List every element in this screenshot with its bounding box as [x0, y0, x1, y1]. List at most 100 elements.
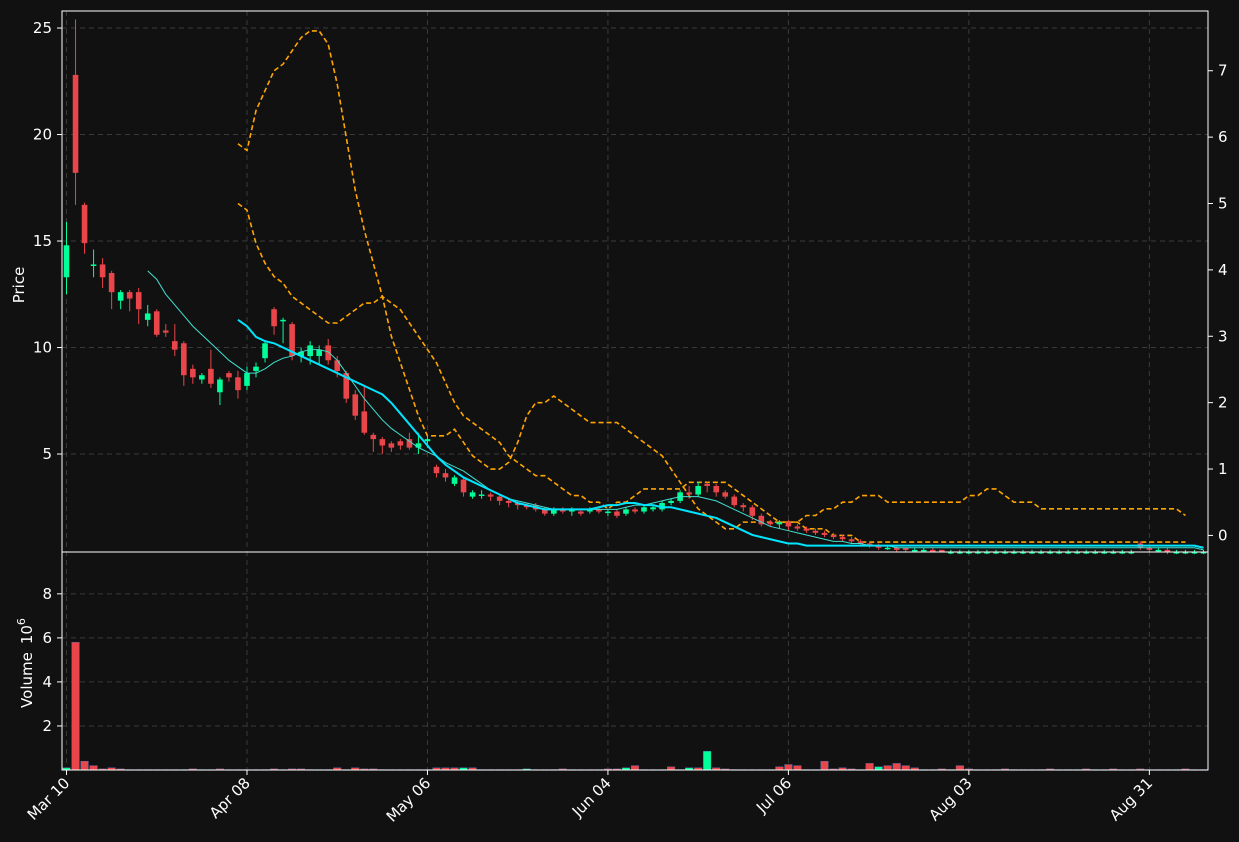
right-tick-label: 7: [1218, 62, 1228, 80]
candle-body: [478, 494, 485, 496]
candle-body: [713, 485, 720, 493]
candle-body: [875, 545, 882, 548]
candle-body: [1200, 552, 1207, 554]
price-tick-label: 25: [33, 19, 52, 37]
candle-body: [731, 496, 738, 506]
candle-body: [776, 522, 783, 525]
candle-body: [794, 526, 801, 529]
candle-body: [541, 509, 548, 514]
candle-body: [893, 547, 900, 550]
candle-body: [884, 547, 891, 550]
price-tick-label: 15: [33, 232, 52, 250]
candle-body: [433, 466, 440, 474]
candle-body: [1155, 549, 1162, 552]
candle-body: [271, 309, 277, 327]
candle-body: [966, 552, 972, 554]
volume-bar: [703, 751, 712, 771]
price-grid: [62, 27, 1208, 455]
candle-body: [1191, 552, 1198, 554]
candle-body: [280, 319, 286, 322]
candle-body: [803, 528, 810, 531]
candle-body: [262, 343, 268, 359]
slow-moving-average-line: [237, 319, 1204, 549]
candle-body: [352, 394, 359, 416]
candle-body: [72, 74, 79, 173]
candle-body: [1128, 552, 1135, 554]
candle-body: [190, 368, 196, 378]
price-y-ticks: 5 10 15 20 25: [33, 19, 62, 463]
candle-body: [929, 549, 936, 552]
candle-body: [569, 509, 575, 512]
volume-bar: [630, 765, 640, 771]
candle-body: [614, 511, 620, 516]
candle-body: [424, 439, 431, 442]
candle-body: [984, 552, 990, 554]
candle-body: [81, 204, 88, 244]
candle-body: [199, 375, 205, 380]
volume-grid: [62, 593, 1208, 727]
candle-body: [325, 345, 331, 361]
candle-body: [1173, 552, 1180, 554]
candle-body: [1146, 547, 1153, 550]
price-tick-label: 10: [33, 339, 52, 357]
candle-body: [821, 532, 828, 535]
candle-body: [108, 272, 115, 293]
candle-body: [162, 330, 169, 333]
upper-band-path: [237, 30, 1186, 530]
volume-axis-label-text: Volume: [18, 652, 36, 708]
volume-panel-frame: [61, 551, 1209, 771]
candle-body: [1038, 552, 1044, 554]
volume-bar: [901, 765, 910, 771]
volume-tick-label: 8: [42, 585, 52, 603]
candle-body: [298, 351, 304, 357]
volume-y-ticks: 2 4 6 8: [42, 585, 62, 735]
candle-body: [171, 341, 178, 350]
candle-body: [235, 377, 241, 391]
candle-body: [406, 439, 413, 448]
candle-body: [334, 360, 341, 371]
candle-body: [316, 349, 322, 357]
candle-body: [920, 549, 927, 552]
candle-body: [289, 324, 295, 357]
candle-body: [1011, 552, 1017, 554]
candle-body: [948, 552, 954, 554]
candle-body: [90, 264, 97, 266]
volume-bar: [89, 765, 98, 771]
volume-bar: [955, 765, 964, 771]
candle-body: [587, 509, 593, 512]
candle-body: [758, 515, 765, 525]
candle-body: [388, 443, 395, 448]
candle-body: [144, 313, 151, 320]
candle-body: [460, 479, 467, 493]
candle-body: [217, 379, 223, 393]
candle-body: [135, 292, 142, 310]
candle-body: [578, 511, 584, 514]
candle-body: [343, 373, 350, 399]
candle-body: [370, 434, 377, 440]
candle-body: [704, 483, 710, 486]
candle-body: [812, 530, 819, 533]
candle-body: [1182, 552, 1189, 554]
price-tick-label: 5: [42, 445, 52, 463]
candle-body: [650, 507, 656, 510]
candle-body: [749, 507, 756, 516]
candle-body: [623, 509, 629, 514]
right-y-ticks: 0 1 2 3 4 5 6 7: [1208, 62, 1228, 544]
candle-body: [126, 292, 133, 299]
candle-body: [632, 509, 638, 512]
price-axis-label: Price: [10, 267, 28, 304]
candle-body: [523, 505, 530, 508]
candle-body: [839, 537, 846, 540]
volume-tick-label: 4: [42, 673, 52, 691]
candle-body: [975, 552, 981, 554]
candle-body: [1110, 552, 1117, 554]
candle-body: [244, 373, 250, 386]
candle-body: [785, 522, 792, 527]
candle-body: [939, 549, 945, 552]
x-grid: [66, 11, 1150, 770]
candle-body: [767, 522, 774, 525]
right-tick-label: 3: [1218, 327, 1228, 345]
candle-body: [848, 539, 855, 542]
candle-body: [902, 547, 909, 550]
